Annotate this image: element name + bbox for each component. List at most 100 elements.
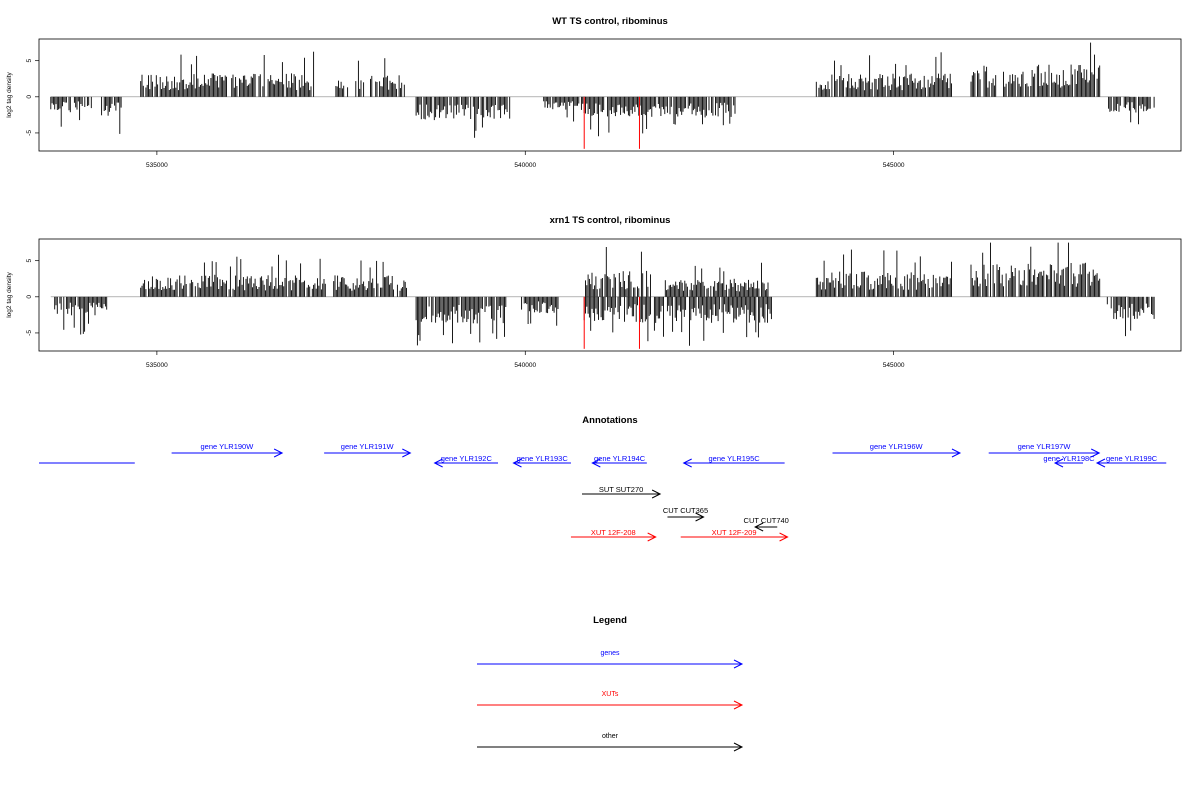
- density-segment: [970, 242, 1101, 297]
- density-segment: [815, 52, 952, 97]
- x-tick-label: 545000: [883, 362, 905, 369]
- y-tick-label: 5: [26, 258, 33, 262]
- x-tick-label: 535000: [146, 162, 168, 169]
- y-tick-label: 0: [26, 95, 33, 99]
- density-segment: [140, 254, 326, 297]
- feature-gene-ylr193c: gene YLR193C: [512, 454, 571, 468]
- feature-cut-cut740: CUT CUT740: [744, 516, 789, 532]
- arrow-head: [682, 458, 692, 468]
- x-tick-label: 545000: [883, 162, 905, 169]
- arrow-head: [1053, 458, 1064, 468]
- feature-gene-ylr191w: gene YLR191W: [324, 442, 412, 458]
- density-segment: [54, 296, 108, 335]
- density-segment: [521, 296, 559, 326]
- panel-xrn1-ylabel: log2 tag density: [6, 271, 13, 317]
- density-segment: [335, 80, 349, 97]
- feature-gene-ylr199c: gene YLR199C: [1095, 454, 1167, 468]
- legend-title: Legend: [593, 615, 627, 626]
- feature-label: gene YLR190W: [200, 442, 254, 451]
- legend: Legend genes XUTs other: [477, 615, 744, 752]
- feature-label: gene YLR196W: [870, 442, 924, 451]
- feature-label: SUT SUT270: [599, 485, 643, 494]
- annotations-title: Annotations: [582, 415, 637, 426]
- feature-label: gene YLR191W: [341, 442, 395, 451]
- feature-gene-ylr195c: gene YLR195C: [682, 454, 785, 468]
- density-segment: [1108, 96, 1155, 125]
- y-tick-label: 5: [26, 58, 33, 62]
- density-segment: [370, 58, 405, 97]
- legend-item-other: other: [477, 733, 744, 752]
- density-segment: [664, 262, 769, 297]
- y-tick-label: -5: [26, 130, 33, 136]
- feature-gene-ylr197w: gene YLR197W: [988, 442, 1101, 458]
- density-segment: [583, 96, 736, 137]
- panel-xrn1-title: xrn1 TS control, ribominus: [550, 215, 671, 226]
- y-tick-label: 0: [26, 295, 33, 299]
- panel-xrn1-frame: [38, 238, 1182, 352]
- arrow-head: [651, 489, 662, 499]
- arrow-head: [591, 458, 601, 468]
- x-tick-label: 540000: [514, 362, 536, 369]
- feature-label: XUT 12F-208: [591, 528, 636, 537]
- arrow-head: [512, 458, 522, 468]
- legend-item-xut: XUTs: [477, 691, 744, 710]
- feature-sut-sut270: SUT SUT270: [582, 485, 662, 499]
- density-segment: [585, 247, 651, 297]
- feature-cut-cut365: CUT CUT365: [663, 506, 708, 522]
- density-segment: [970, 42, 1101, 97]
- feature-xut-12f-208: XUT 12F-208: [570, 528, 657, 542]
- feature-label: gene YLR198C: [1043, 454, 1095, 463]
- legend-label: XUTs: [602, 691, 619, 698]
- density-segment: [50, 96, 71, 127]
- arrow-head: [695, 512, 705, 522]
- feature-gene-ylr196w: gene YLR196W: [832, 442, 962, 458]
- y-tick-label: -5: [26, 330, 33, 336]
- arrow-head: [733, 659, 744, 669]
- panel-wt: WT TS control, ribominus 535000 540000 545…: [6, 16, 1182, 169]
- feature-label: XUT 12F-209: [712, 528, 757, 537]
- legend-label: other: [602, 733, 619, 740]
- panel-wt-frame: [38, 38, 1182, 152]
- arrow-head: [402, 448, 412, 458]
- feature-gene-ylr198c: gene YLR198C: [1043, 454, 1095, 468]
- feature-label: CUT CUT740: [744, 516, 789, 525]
- feature-gene-ylr192c: gene YLR192C: [433, 454, 499, 468]
- feature-xut-12f-209: XUT 12F-209: [680, 528, 789, 542]
- feature-gene-ylr190w: gene YLR190W: [171, 442, 284, 458]
- x-tick-label: 535000: [146, 362, 168, 369]
- arrow-head: [733, 700, 744, 710]
- arrow-head: [754, 522, 764, 532]
- feature-gene-ylr194c: gene YLR194C: [591, 454, 647, 468]
- arrow-head: [433, 458, 443, 468]
- density-segment: [73, 96, 92, 121]
- arrow-head: [733, 742, 744, 752]
- panel-wt-ylabel: log2 tag density: [6, 71, 13, 117]
- panel-wt-title: WT TS control, ribominus: [552, 16, 668, 27]
- arrow-head: [273, 448, 284, 458]
- density-segment: [101, 96, 122, 134]
- feature-label: gene YLR194C: [594, 454, 646, 463]
- feature-label: gene YLR193C: [517, 454, 569, 463]
- legend-item-gene: genes: [477, 650, 744, 669]
- x-tick-label: 540000: [514, 162, 536, 169]
- legend-label: genes: [600, 650, 620, 657]
- arrow-head: [779, 532, 789, 542]
- density-segment: [1106, 296, 1155, 337]
- density-segment: [815, 249, 952, 297]
- feature-label: gene YLR197W: [1018, 442, 1072, 451]
- feature-label: gene YLR195C: [709, 454, 761, 463]
- arrow-head: [647, 532, 657, 542]
- feature-label: gene YLR192C: [441, 454, 493, 463]
- density-segment: [543, 96, 585, 122]
- arrow-head: [1090, 448, 1101, 458]
- density-segment: [415, 96, 511, 138]
- arrow-head: [951, 448, 962, 458]
- annotations-track: Annotations gene YLR190W gene YLR191W gene…: [39, 415, 1167, 542]
- feature-label: gene YLR199C: [1106, 454, 1158, 463]
- panel-xrn1: xrn1 TS control, ribominus 535000 540000 5…: [6, 215, 1182, 369]
- density-segment: [583, 296, 772, 346]
- arrow-head: [1095, 458, 1106, 468]
- density-segment: [333, 260, 407, 297]
- density-segment: [140, 51, 315, 97]
